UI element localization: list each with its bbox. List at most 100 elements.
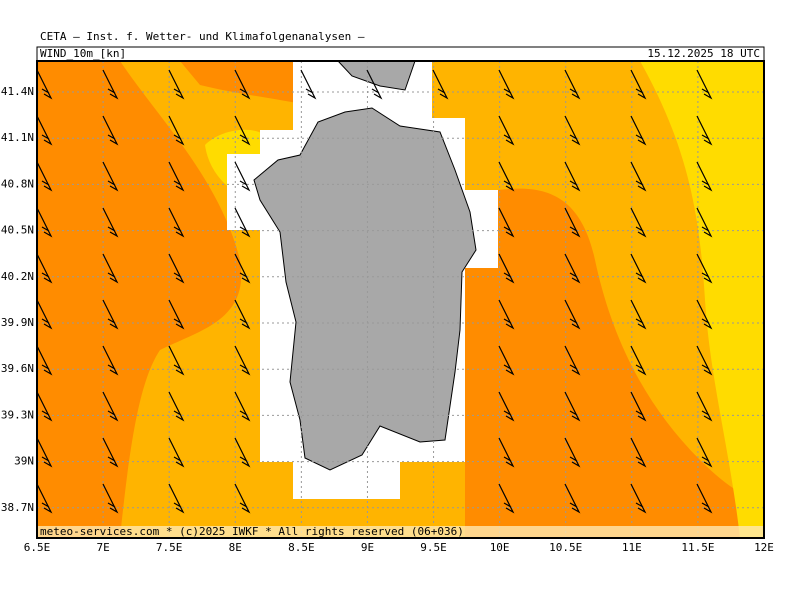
wind-barbs: [36, 69, 713, 514]
wind-barb: [36, 483, 53, 514]
wind-barb: [36, 115, 53, 146]
wind-barb: [696, 207, 713, 238]
wind-barb: [696, 253, 713, 284]
wind-barb: [696, 69, 713, 100]
wind-barb: [102, 437, 119, 468]
wind-barb: [36, 391, 53, 422]
footer-text: meteo-services.com * (c)2025 IWKF * All …: [40, 525, 464, 538]
wind-barb: [234, 299, 251, 330]
wind-barb: [432, 69, 449, 100]
wind-barb: [564, 483, 581, 514]
wind-barb: [36, 69, 53, 100]
wind-barb: [36, 345, 53, 376]
wind-barb: [234, 345, 251, 376]
lat-label: 41.1N: [1, 131, 34, 144]
wind-barb: [498, 391, 515, 422]
footer-bar: [37, 526, 764, 538]
wind-barb: [696, 115, 713, 146]
wind-barb: [168, 345, 185, 376]
wind-barb: [564, 437, 581, 468]
field-weak-east: [640, 61, 764, 538]
variable-label: WIND_10m_[kn]: [40, 47, 126, 60]
wind-barb: [234, 391, 251, 422]
wind-barb: [564, 253, 581, 284]
wind-barb: [696, 299, 713, 330]
wind-barb: [234, 69, 251, 100]
wind-barb: [630, 391, 647, 422]
axis-labels: 6.5E 7E 7.5E 8E 8.5E 9E 9.5E 10E 10.5E 11E 11.5E 12…: [1, 85, 774, 554]
wind-barb: [630, 483, 647, 514]
wind-barb: [234, 253, 251, 284]
wind-barb: [36, 299, 53, 330]
lon-label: 8.5E: [288, 541, 315, 554]
wind-barb: [564, 299, 581, 330]
lon-label: 12E: [754, 541, 774, 554]
wind-barb: [498, 437, 515, 468]
wind-barb: [696, 345, 713, 376]
wind-barb: [168, 207, 185, 238]
wind-barb: [630, 161, 647, 192]
wind-barb: [168, 115, 185, 146]
wind-barb: [168, 437, 185, 468]
map-area: meteo-services.com * (c)2025 IWKF * All …: [36, 60, 764, 538]
wind-barb: [564, 161, 581, 192]
lon-label: 6.5E: [24, 541, 51, 554]
lat-label: 39.3N: [1, 408, 34, 421]
field-strong-east: [465, 188, 764, 538]
wind-barb: [102, 161, 119, 192]
wind-barb: [564, 69, 581, 100]
wind-barb: [498, 345, 515, 376]
lat-label: 39.9N: [1, 316, 34, 329]
wind-barb: [498, 207, 515, 238]
wind-barb: [168, 253, 185, 284]
field-strong-west: [37, 61, 242, 538]
wind-barb: [696, 391, 713, 422]
wind-barb: [498, 161, 515, 192]
field-strong-north: [180, 61, 330, 110]
wind-barb: [564, 391, 581, 422]
lat-label: 40.5N: [1, 224, 34, 237]
wind-barb: [696, 437, 713, 468]
wind-barb: [36, 437, 53, 468]
wind-barb: [498, 69, 515, 100]
wind-barb: [102, 483, 119, 514]
wind-barb: [630, 299, 647, 330]
wind-barb: [234, 437, 251, 468]
wind-barb: [102, 345, 119, 376]
wind-barb: [630, 253, 647, 284]
wind-barb: [630, 345, 647, 376]
wind-barb: [168, 299, 185, 330]
wind-barb: [234, 115, 251, 146]
wind-barb: [102, 69, 119, 100]
lat-label: 39N: [14, 455, 34, 468]
wind-barb: [234, 483, 251, 514]
lon-label: 7E: [96, 541, 109, 554]
wind-barb: [498, 299, 515, 330]
wind-barb: [630, 115, 647, 146]
lat-label: 40.8N: [1, 177, 34, 190]
sardinia: [253, 107, 477, 471]
wind-barb: [498, 115, 515, 146]
lon-label: 9E: [361, 541, 374, 554]
wind-barb: [564, 115, 581, 146]
wind-barb: [168, 161, 185, 192]
wind-barb: [102, 391, 119, 422]
wind-barb: [234, 207, 251, 238]
wind-barb: [696, 483, 713, 514]
wind-barb: [696, 161, 713, 192]
valid-time: 15.12.2025 18 UTC: [647, 47, 760, 60]
lat-label: 40.2N: [1, 270, 34, 283]
wind-barb: [630, 437, 647, 468]
wind-barb: [630, 207, 647, 238]
header-title: CETA — Inst. f. Wetter- und Klimafolgena…: [40, 30, 365, 43]
wind-barb: [366, 69, 383, 100]
wind-barb: [102, 253, 119, 284]
lon-label: 7.5E: [156, 541, 183, 554]
lon-label: 9.5E: [420, 541, 447, 554]
wind-barb: [102, 299, 119, 330]
wind-barb: [36, 161, 53, 192]
wind-barb: [168, 483, 185, 514]
wind-barb: [234, 161, 251, 192]
wind-barb: [36, 207, 53, 238]
